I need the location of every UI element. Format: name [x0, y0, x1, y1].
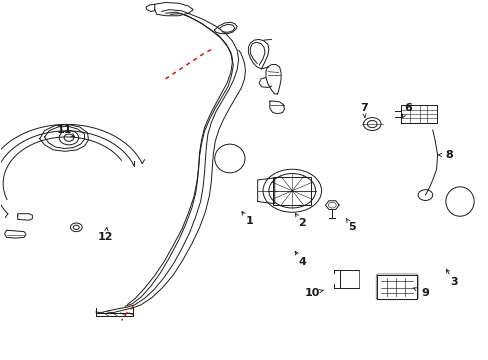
- Text: 11: 11: [56, 125, 72, 135]
- Text: 7: 7: [359, 103, 367, 113]
- Text: 9: 9: [420, 288, 428, 298]
- Text: 1: 1: [245, 216, 253, 226]
- Text: 12: 12: [98, 232, 113, 242]
- Text: 8: 8: [445, 150, 452, 160]
- Text: 2: 2: [298, 218, 305, 228]
- Text: 6: 6: [403, 103, 411, 113]
- Text: 5: 5: [347, 222, 355, 231]
- Text: 10: 10: [305, 288, 320, 298]
- Text: 3: 3: [449, 277, 457, 287]
- Text: 4: 4: [298, 257, 305, 267]
